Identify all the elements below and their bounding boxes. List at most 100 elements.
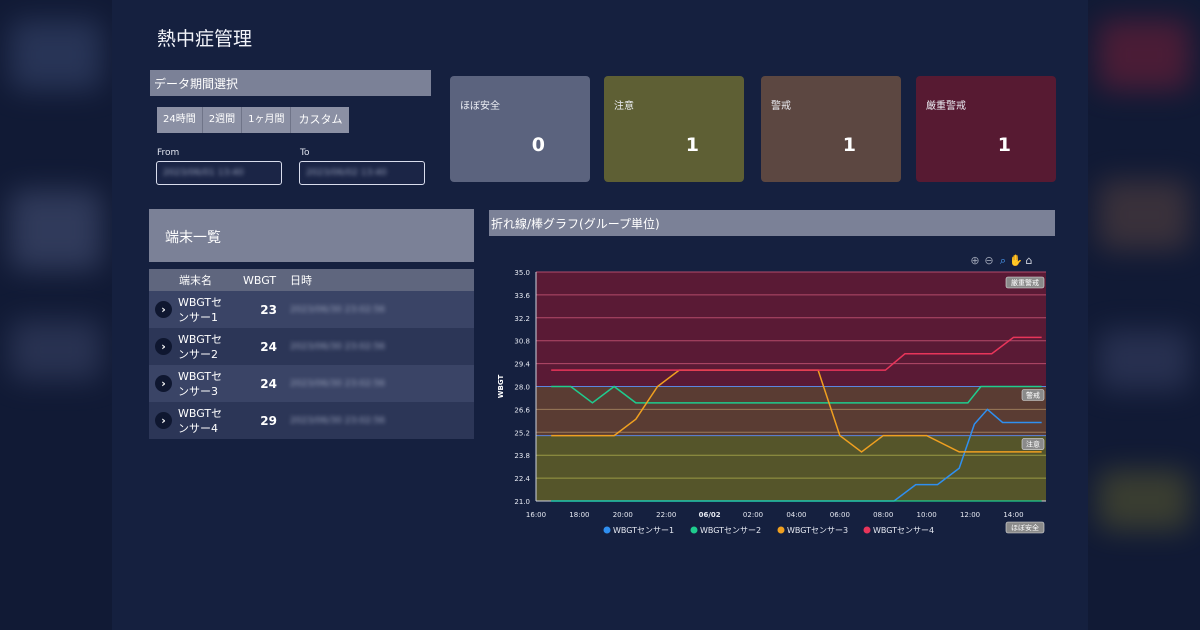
series-line-4 (551, 336, 1042, 371)
chevron-right-icon[interactable]: › (155, 338, 172, 355)
band-label-caution-box (1021, 438, 1045, 450)
device-wbgt: 24 (260, 339, 277, 354)
x-tick-label: 20:00 (613, 511, 633, 519)
band-label-severe-box (1005, 276, 1045, 289)
pan-hand-icon: ✋ (1009, 254, 1023, 267)
device-name: WBGTセ ンサー2 (178, 332, 223, 361)
y-tick-label: 25.2 (514, 429, 530, 437)
table-row[interactable]: › WBGTセ ンサー3 24 2023/06/30 23:02:56 (149, 365, 474, 402)
x-tick-label: 22:00 (656, 511, 676, 519)
to-date-field[interactable]: 2023/06/02 13:40 (299, 161, 425, 185)
legend-marker (690, 526, 698, 534)
device-datetime: 2023/06/30 23:02:56 (290, 415, 386, 426)
magnify-icon: ⌕ (1000, 254, 1006, 267)
zoom-out-icon: ⊖ (984, 254, 993, 267)
band-2 (536, 435, 1046, 501)
y-tick-label: 22.4 (514, 475, 530, 483)
series-line-3 (551, 369, 1042, 453)
device-datetime: 2023/06/30 23:02:56 (290, 341, 386, 352)
x-tick-label: 14:00 (1003, 511, 1023, 519)
period-panel-title: データ期間選択 (150, 70, 431, 96)
zoom-in-icon: ⊕ (970, 254, 979, 267)
legend-label: WBGTセンサー2 (700, 526, 761, 535)
period-1month-button[interactable]: 1ヶ月間 (242, 107, 292, 133)
from-label: From (157, 148, 180, 158)
legend-marker (603, 526, 611, 534)
period-2weeks-button[interactable]: 2週間 (202, 107, 243, 133)
band-1 (536, 386, 1046, 436)
period-custom-button[interactable]: カスタム (291, 107, 350, 133)
y-tick-label: 30.8 (514, 338, 530, 346)
column-header-datetime: 日時 (290, 274, 312, 287)
status-card-count: 1 (842, 134, 856, 156)
wbgt-line-chart: 35.0 33.6 32.2 30.8 29.4 28.0 26.6 25.2 23.8 22.4… (497, 254, 1046, 535)
left-backdrop (0, 0, 112, 630)
x-tick-label: 06/02 (699, 511, 721, 519)
column-header-name: 端末名 (179, 274, 212, 287)
y-tick-label: 26.6 (514, 406, 530, 414)
main-content: 熱中症管理 データ期間選択 24時間 2週間 1ヶ月間 カスタム From To… (112, 0, 1088, 630)
device-table: 端末名 WBGT 日時 › WBGTセ ンサー1 23 2023/06/30 23… (149, 269, 474, 439)
status-card-count: 1 (685, 134, 699, 156)
device-name: WBGTセ ンサー4 (178, 406, 223, 435)
table-row[interactable]: › WBGTセ ンサー2 24 2023/06/30 23:02:56 (149, 328, 474, 365)
legend-label: WBGTセンサー4 (873, 526, 934, 535)
status-card-severe-warning: 厳重警戒 1 (916, 76, 1056, 182)
device-name: WBGTセ ンサー1 (178, 295, 223, 324)
x-tick-label: 12:00 (960, 511, 980, 519)
legend-label: WBGTセンサー3 (787, 526, 848, 535)
device-list-title: 端末一覧 (165, 230, 221, 246)
y-tick-label: 32.2 (514, 315, 530, 323)
column-header-wbgt: WBGT (243, 273, 277, 287)
x-tick-label: 10:00 (917, 511, 937, 519)
status-card-label: 厳重警戒 (926, 101, 966, 112)
status-card-label: 注意 (614, 101, 634, 112)
status-card-label: 警戒 (771, 101, 791, 112)
right-backdrop (1088, 0, 1200, 630)
band-label-safe-box (1005, 521, 1045, 534)
status-card-safe: ほぼ安全 0 (450, 76, 590, 182)
x-tick-label: 16:00 (526, 511, 546, 519)
band-label-warning-box (1021, 389, 1045, 401)
status-card-count: 0 (531, 134, 545, 156)
status-card-count: 1 (997, 134, 1011, 156)
to-label: To (300, 148, 310, 158)
chart-panel-title: 折れ線/棒グラフ(グループ単位) (489, 210, 1055, 236)
from-date-value: 2023/06/01 13:40 (163, 168, 244, 178)
y-tick-label: 33.6 (514, 292, 530, 300)
status-card-warning: 警戒 1 (761, 76, 901, 182)
y-tick-label: 28.0 (514, 384, 530, 392)
series-line-1 (551, 408, 1042, 502)
band-label-severe: 厳重警戒 (1011, 278, 1039, 287)
table-row[interactable]: › WBGTセ ンサー1 23 2023/06/30 23:02:56 (149, 291, 474, 328)
x-tick-label: 06:00 (830, 511, 850, 519)
legend-label: WBGTセンサー1 (613, 526, 674, 535)
chevron-right-icon[interactable]: › (155, 301, 172, 318)
device-wbgt: 23 (260, 302, 277, 317)
chart-area: 35.0 33.6 32.2 30.8 29.4 28.0 26.6 25.2 23.8 22.4… (489, 246, 1055, 546)
device-wbgt: 24 (260, 376, 277, 391)
chevron-right-icon[interactable]: › (155, 412, 172, 429)
series-line-2 (551, 385, 1042, 404)
band-label-safe: ほぼ安全 (1011, 523, 1039, 532)
band-label-caution: 注意 (1026, 440, 1040, 449)
period-24h-button[interactable]: 24時間 (157, 107, 203, 133)
table-row[interactable]: › WBGTセ ンサー4 29 2023/06/30 23:02:56 (149, 402, 474, 439)
y-tick-label: 35.0 (514, 269, 530, 277)
y-tick-label: 23.8 (514, 452, 530, 460)
y-axis-label: WBGT (497, 375, 505, 399)
page-title: 熱中症管理 (157, 28, 253, 50)
x-tick-label: 18:00 (569, 511, 589, 519)
status-card-caution: 注意 1 (604, 76, 744, 182)
legend-marker (863, 526, 871, 534)
x-tick-label: 08:00 (873, 511, 893, 519)
period-button-group: 24時間 2週間 1ヶ月間 カスタム (157, 107, 350, 133)
band-label-warning: 警戒 (1026, 391, 1040, 400)
home-icon: ⌂ (1026, 254, 1033, 267)
x-tick-label: 04:00 (786, 511, 806, 519)
band-0 (536, 272, 1046, 387)
from-date-field[interactable]: 2023/06/01 13:40 (156, 161, 282, 185)
device-wbgt: 29 (260, 413, 277, 428)
device-datetime: 2023/06/30 23:02:56 (290, 304, 386, 315)
chevron-right-icon[interactable]: › (155, 375, 172, 392)
